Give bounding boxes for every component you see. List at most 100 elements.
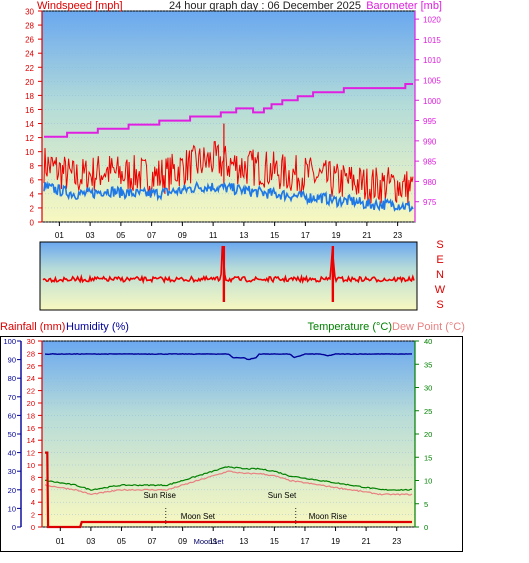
rain-tick-label: 30 xyxy=(27,337,35,346)
wind-average-line xyxy=(43,180,414,213)
rain-tick-label: 26 xyxy=(27,362,35,371)
wind-gust-line xyxy=(43,141,414,205)
hour-label: 15 xyxy=(270,231,279,240)
wind-tick-label: 26 xyxy=(25,36,34,45)
wind-tick-label: 8 xyxy=(30,162,35,171)
wind-tick-label: 2 xyxy=(30,204,35,213)
baro-tick-label: 975 xyxy=(423,198,437,207)
temp-tick-label: 25 xyxy=(424,407,432,416)
humidity-axis-title: Humidity (%) xyxy=(66,321,129,333)
temp-tick-label: 0 xyxy=(424,523,428,532)
hour-label: 21 xyxy=(362,537,371,546)
baro-tick-label: 990 xyxy=(423,137,437,146)
hour-label: 11 xyxy=(209,231,218,240)
hour-label: 05 xyxy=(116,231,125,240)
rain-tick-label: 0 xyxy=(31,523,35,532)
baro-tick-label: 980 xyxy=(423,178,437,187)
direction-label: N xyxy=(436,269,444,281)
rain-tick-label: 4 xyxy=(31,498,35,507)
wind-tick-label: 14 xyxy=(25,120,34,129)
direction-label: S xyxy=(436,299,443,311)
wind-grid xyxy=(42,10,415,223)
rain-tick-label: 2 xyxy=(31,511,35,520)
sun-event-label: Sun Set xyxy=(268,491,297,500)
hour-label: 11 xyxy=(209,537,218,546)
hour-label: 17 xyxy=(301,231,310,240)
baro-tick-label: 1000 xyxy=(423,97,441,106)
baro-tick-label: 1015 xyxy=(423,36,441,45)
wind-series xyxy=(43,83,414,213)
humidity-tick-label: 70 xyxy=(8,393,16,402)
wind-direction-line xyxy=(42,245,415,285)
hour-label: 13 xyxy=(239,231,248,240)
rain-tick-label: 14 xyxy=(27,436,35,445)
direction-label: E xyxy=(436,254,443,266)
rain-tick-label: 22 xyxy=(27,387,35,396)
rain-tick-label: 16 xyxy=(27,424,35,433)
humidity-tick-label: 30 xyxy=(8,467,16,476)
hour-label: 01 xyxy=(55,231,64,240)
hour-label: 13 xyxy=(239,537,248,546)
temp-tick-label: 30 xyxy=(424,384,432,393)
hour-label: 23 xyxy=(392,537,401,546)
temp-axes: 0246810121416182022242628300102030405060… xyxy=(3,337,432,546)
temp-tick-label: 10 xyxy=(424,477,432,486)
hour-label: 07 xyxy=(147,231,156,240)
moon-event-label: Moon Rise xyxy=(309,512,348,521)
baro-tick-label: 1010 xyxy=(423,56,441,65)
wind-axes: 0246810121416182022242628309759809859909… xyxy=(25,8,441,241)
humidity-line xyxy=(44,352,412,361)
humidity-tick-label: 20 xyxy=(8,486,16,495)
wind-axis-title: Windspeed [mph] xyxy=(37,0,123,12)
wind-tick-label: 28 xyxy=(25,22,34,31)
temp-tick-label: 15 xyxy=(424,453,432,462)
direction-series xyxy=(42,245,415,302)
baro-tick-label: 1020 xyxy=(423,16,441,25)
humidity-tick-label: 80 xyxy=(8,374,16,383)
hour-label: 05 xyxy=(117,537,126,546)
wind-tick-label: 18 xyxy=(25,92,34,101)
wind-tick-label: 0 xyxy=(30,219,35,228)
wind-tick-label: 10 xyxy=(25,148,34,157)
temp-series: Sun Rise Sun Set Moon Set Moon Rise xyxy=(44,352,413,529)
humidity-tick-label: 10 xyxy=(8,504,16,513)
wind-tick-label: 16 xyxy=(25,106,34,115)
temp-plot-area xyxy=(41,340,416,528)
baro-tick-label: 995 xyxy=(423,117,437,126)
hour-label: 09 xyxy=(178,537,187,546)
barometer-line xyxy=(44,83,413,138)
hour-label: 21 xyxy=(362,231,371,240)
rain-tick-label: 12 xyxy=(27,449,35,458)
sun-event-label: Sun Rise xyxy=(143,491,176,500)
dewpoint-line xyxy=(44,470,413,496)
moonset-axis-label: MoonSet xyxy=(194,537,225,546)
rain-tick-label: 8 xyxy=(31,473,35,482)
temperature-line xyxy=(44,465,412,491)
hour-label: 17 xyxy=(301,537,310,546)
hour-label: 15 xyxy=(270,537,279,546)
temp-tick-label: 40 xyxy=(424,337,432,346)
rainfall-line xyxy=(45,451,412,529)
baro-tick-label: 985 xyxy=(423,158,437,167)
wind-tick-label: 12 xyxy=(25,134,34,143)
moon-event-label: Moon Set xyxy=(181,512,216,521)
wind-baro-chart: 0246810121416182022242628309759809859909… xyxy=(25,0,442,240)
wind-tick-label: 24 xyxy=(25,50,34,59)
rain-axis-title: Rainfall (mm) xyxy=(0,321,65,333)
baro-axis-title: Barometer [mb] xyxy=(366,0,442,12)
humidity-tick-label: 0 xyxy=(12,523,16,532)
humidity-tick-label: 100 xyxy=(3,337,16,346)
humidity-tick-label: 90 xyxy=(8,356,16,365)
wind-tick-label: 22 xyxy=(25,64,34,73)
outer-frame xyxy=(0,336,463,552)
wind-tick-label: 20 xyxy=(25,78,34,87)
direction-label: W xyxy=(435,284,446,296)
hour-label: 09 xyxy=(178,231,187,240)
humidity-tick-label: 60 xyxy=(8,411,16,420)
dewpoint-axis-title: Dew Point (°C) xyxy=(392,321,465,333)
wind-tick-label: 6 xyxy=(30,176,35,185)
wind-tick-label: 4 xyxy=(30,190,35,199)
